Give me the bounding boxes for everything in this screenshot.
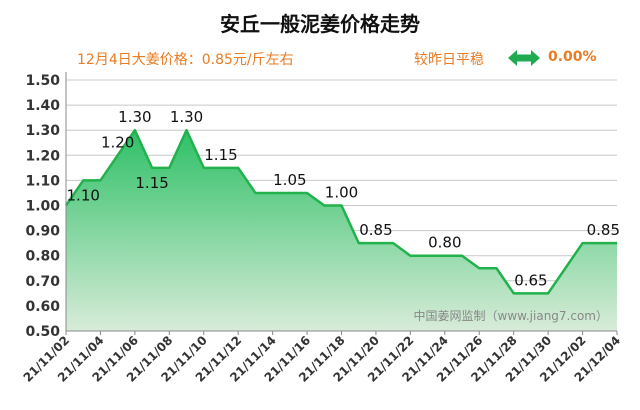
data-label: 0.65 [514, 271, 547, 289]
data-label: 1.30 [118, 108, 151, 126]
trend-label: 较昨日平稳 [414, 52, 484, 68]
chart-title: 安丘一般泥姜价格走势 [220, 12, 420, 36]
price-series-line [64, 128, 617, 295]
data-label: 1.15 [204, 146, 237, 164]
data-label: 1.15 [135, 174, 168, 192]
y-tick-label: 1.30 [25, 123, 60, 139]
y-tick-label: 1.50 [25, 73, 60, 89]
y-tick-label: 0.70 [25, 274, 60, 290]
y-tick-label: 0.50 [25, 324, 60, 340]
change-percent: 0.00% [548, 49, 597, 65]
y-tick-label: 0.80 [25, 249, 60, 265]
data-label: 1.10 [67, 186, 100, 204]
y-tick-label: 0.60 [25, 299, 60, 315]
data-label: 0.85 [587, 221, 620, 239]
y-tick-label: 1.10 [25, 173, 60, 189]
data-label: 1.30 [170, 108, 203, 126]
data-label: 1.05 [273, 171, 306, 189]
watermark: 中国姜网监制（www.jiang7.com） [414, 308, 608, 323]
data-label: 0.80 [428, 234, 461, 252]
y-tick-label: 1.40 [25, 98, 60, 114]
double-arrow-icon [508, 50, 540, 66]
data-label: 1.00 [325, 184, 358, 202]
price-summary: 12月4日大姜价格：0.85元/斤左右 [77, 52, 294, 68]
y-tick-label: 1.20 [25, 148, 60, 164]
y-tick-label: 1.00 [25, 199, 60, 215]
data-label: 0.85 [359, 221, 392, 239]
price-area-fill [66, 130, 617, 331]
y-tick-label: 0.90 [25, 224, 60, 240]
data-label: 1.20 [101, 133, 134, 151]
